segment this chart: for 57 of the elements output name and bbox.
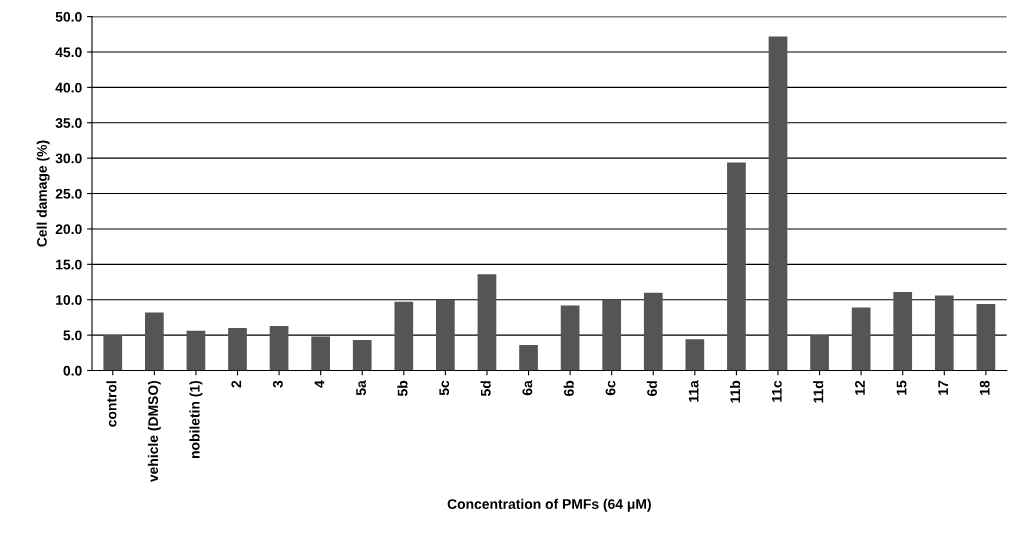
y-tick-label: 25.0 [55, 188, 82, 199]
x-tick-label: 11c [772, 380, 782, 402]
y-tick-label: 40.0 [55, 82, 82, 93]
x-tick-label: 12 [855, 380, 865, 395]
bar [394, 301, 414, 371]
x-tick-label: 6d [646, 381, 657, 396]
x-tick-label: 6a [522, 380, 533, 396]
y-tick-label: 5.0 [63, 330, 82, 341]
bar [228, 328, 247, 371]
bar [519, 345, 538, 371]
bar [352, 340, 372, 371]
y-tick-label: 45.0 [55, 47, 82, 58]
y-tick-label: 20.0 [55, 224, 82, 235]
x-tick-label: 2 [231, 380, 242, 388]
bar [810, 335, 829, 371]
y-axis-title: Cell damage (%) [36, 140, 50, 247]
y-tick-label: 50.0 [55, 11, 82, 22]
bar [976, 303, 996, 371]
bar [477, 274, 497, 371]
x-tick-label: 5d [480, 381, 491, 397]
bar [560, 305, 580, 371]
bar [851, 307, 871, 371]
bar [186, 330, 206, 371]
x-tick-label: vehicle (DMSO) [147, 380, 161, 483]
x-tick-label: 11a [688, 380, 699, 402]
bar [934, 295, 954, 371]
bar [103, 335, 123, 371]
bar [768, 36, 788, 371]
x-tick-label: 6b [563, 380, 574, 396]
y-tick-label: 15.0 [56, 259, 82, 270]
y-tick-label: 30.0 [55, 153, 82, 164]
x-tick-label: 5b [397, 380, 408, 397]
bar [269, 325, 289, 371]
x-tick-label: 18 [979, 380, 990, 395]
x-tick-label: 11b [729, 380, 741, 403]
x-axis-title: Concentration of PMFs (64 μM) [447, 498, 651, 512]
y-tick-label: 35.0 [55, 118, 82, 128]
x-tick-label: nobiletin (1) [189, 380, 203, 458]
x-tick-label: 4 [314, 380, 325, 388]
bar [893, 291, 913, 371]
x-tick-label: 11d [813, 381, 824, 403]
bar [311, 336, 331, 371]
x-tick-label: control [106, 381, 117, 427]
x-tick-label: 5c [439, 380, 450, 396]
bar [436, 299, 455, 371]
x-tick-label: 17 [938, 380, 948, 395]
x-tick-label: 5a [356, 380, 366, 396]
y-tick-label: 10.0 [56, 295, 82, 305]
bar [602, 299, 622, 371]
bar [144, 312, 164, 371]
bar [727, 162, 746, 371]
x-tick-label: 15 [896, 380, 907, 395]
y-tick-label: 0.0 [63, 365, 82, 376]
x-tick-label: 3 [272, 380, 283, 388]
x-tick-label: 6c [605, 380, 616, 396]
bar [685, 339, 705, 371]
bar [643, 292, 663, 371]
